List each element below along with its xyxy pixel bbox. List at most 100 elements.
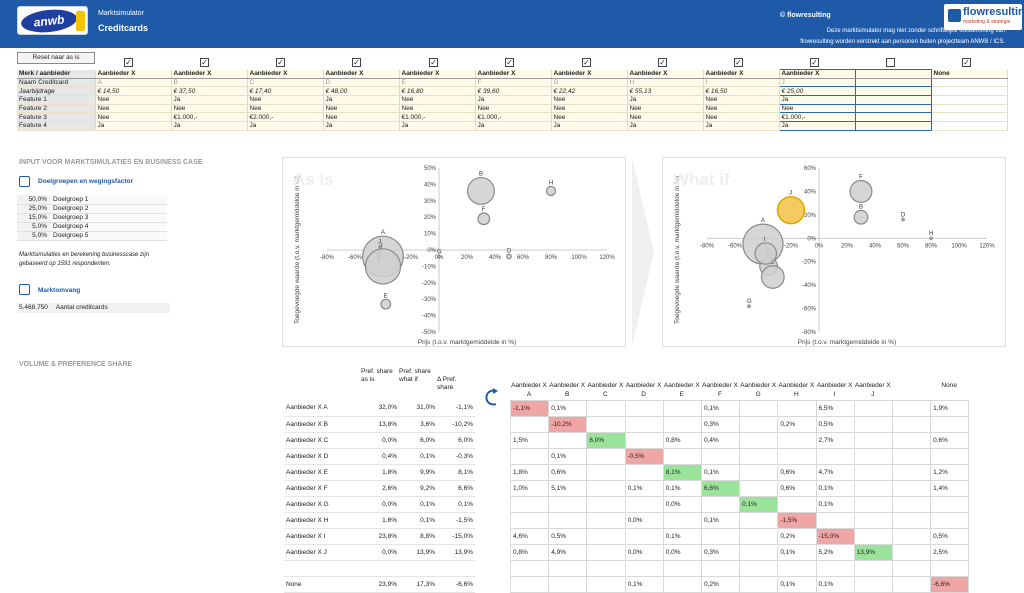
grid-cell[interactable]: € 25,00 [778,86,856,97]
grid-cell[interactable] [854,103,932,114]
grid-cell[interactable]: Aanbieder X [475,69,552,79]
grid-cell[interactable]: Nee [551,95,628,105]
grid-cell[interactable]: € 17,40 [247,86,324,97]
grid-cell[interactable]: Nee [778,103,856,114]
grid-cell[interactable] [931,95,1008,105]
grid-cell[interactable]: D [323,78,400,88]
grid-cell[interactable]: Aanbieder X [399,69,476,79]
grid-cell[interactable]: Nee [551,112,628,123]
grid-cell[interactable]: Ja [475,95,552,105]
feature-checkbox[interactable]: ✓ [658,58,667,67]
grid-cell[interactable]: A [95,78,172,88]
grid-cell[interactable]: Nee [399,104,476,114]
grid-cell[interactable]: H [627,78,704,88]
grid-cell[interactable]: Nee [551,104,628,114]
reset-button[interactable]: Reset naar as is [17,52,95,64]
grid-cell[interactable]: € 48,00 [323,86,400,97]
grid-cell[interactable]: Ja [171,95,248,105]
grid-cell[interactable]: € 16,80 [399,86,476,97]
grid-cell[interactable]: J [778,77,856,88]
grid-cell[interactable]: Ja [778,121,856,131]
grid-cell[interactable]: Nee [95,104,172,114]
grid-cell[interactable]: €1.000,- [475,112,552,123]
grid-cell[interactable]: I [703,78,780,88]
feature-checkbox[interactable]: ✓ [429,58,438,67]
grid-cell[interactable]: € 37,50 [171,86,248,97]
grid-cell[interactable] [854,121,932,131]
segment-weight[interactable]: 25,0% [17,204,50,214]
grid-cell[interactable]: Nee [399,95,476,105]
grid-cell[interactable] [931,78,1008,88]
grid-cell[interactable] [931,112,1008,123]
grid-cell[interactable]: Aanbieder X [247,69,324,79]
grid-cell[interactable] [931,121,1008,131]
grid-cell[interactable]: Ja [778,95,856,105]
grid-cell[interactable]: Ja [703,121,780,131]
grid-cell[interactable]: Nee [95,112,172,123]
grid-cell[interactable]: € 16,50 [703,86,780,97]
grid-cell[interactable]: Nee [247,95,324,105]
grid-cell[interactable]: € 39,60 [475,86,552,97]
grid-cell[interactable]: G [551,78,628,88]
grid-cell[interactable]: Nee [475,104,552,114]
grid-cell[interactable]: Ja [627,121,704,131]
grid-cell[interactable]: Nee [171,104,248,114]
grid-cell[interactable]: € 22,42 [551,86,628,97]
feature-checkbox[interactable]: ✓ [734,58,743,67]
grid-cell[interactable]: Nee [323,112,400,123]
feature-checkbox[interactable]: ✓ [962,58,971,67]
segment-weight[interactable]: 15,0% [17,213,50,223]
grid-cell[interactable]: Ja [95,121,172,131]
grid-cell[interactable]: Ja [399,121,476,131]
grid-cell[interactable]: Aanbieder X [171,69,248,79]
grid-cell[interactable]: Nee [323,104,400,114]
grid-cell[interactable] [854,95,932,105]
grid-cell[interactable]: E [399,78,476,88]
grid-cell[interactable]: Aanbieder X [627,69,704,79]
grid-cell[interactable]: Aanbieder X [323,69,400,79]
grid-cell[interactable]: C [247,78,324,88]
grid-cell[interactable] [854,86,932,97]
feature-checkbox[interactable]: ✓ [352,58,361,67]
grid-cell[interactable]: Nee [627,104,704,114]
grid-cell[interactable]: €2.000,- [247,112,324,123]
grid-cell[interactable]: Nee [95,95,172,105]
grid-cell[interactable]: Nee [247,104,324,114]
grid-cell[interactable]: Ja [627,95,704,105]
grid-cell[interactable]: Ja [551,121,628,131]
grid-cell[interactable]: € 14,50 [95,86,172,97]
grid-cell[interactable] [931,86,1008,97]
grid-cell[interactable]: Aanbieder X [95,69,172,79]
grid-cell[interactable]: Ja [171,121,248,131]
grid-cell[interactable]: € 55,13 [627,86,704,97]
grid-cell[interactable]: F [475,78,552,88]
grid-cell[interactable]: Nee [703,112,780,123]
grid-cell[interactable]: Ja [475,121,552,131]
feature-checkbox[interactable]: ✓ [505,58,514,67]
segment-weight[interactable]: 50,0% [17,195,50,205]
grid-cell[interactable]: Ja [323,95,400,105]
grid-cell[interactable]: Nee [627,112,704,123]
grid-cell[interactable]: Nee [703,95,780,105]
feature-checkbox[interactable] [886,58,895,67]
grid-cell[interactable] [854,77,932,88]
feature-checkbox[interactable]: ✓ [276,58,285,67]
grid-cell[interactable]: Aanbieder X [551,69,628,79]
grid-cell[interactable]: Ja [323,121,400,131]
feature-checkbox[interactable]: ✓ [582,58,591,67]
feature-checkbox[interactable]: ✓ [200,58,209,67]
feature-checkbox[interactable]: ✓ [810,58,819,67]
grid-cell[interactable]: B [171,78,248,88]
segment-weight[interactable]: 5,0% [17,222,50,232]
grid-cell[interactable]: €1.000,- [399,112,476,123]
grid-cell[interactable] [854,112,932,123]
grid-cell[interactable]: Nee [703,104,780,114]
segment-weight[interactable]: 5,0% [17,231,50,241]
grid-cell[interactable]: Aanbieder X [778,69,856,79]
grid-cell[interactable]: €1.000,- [778,112,856,123]
grid-cell[interactable]: €1.000,- [171,112,248,123]
grid-cell[interactable] [854,69,932,79]
feature-checkbox[interactable]: ✓ [124,58,133,67]
grid-cell[interactable]: None [931,69,1008,79]
grid-cell[interactable]: Aanbieder X [703,69,780,79]
